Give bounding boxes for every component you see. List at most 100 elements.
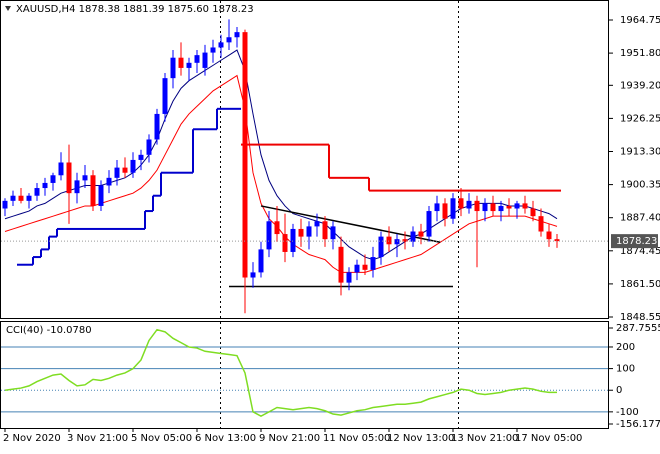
x-tick-label: 5 Nov 05:00 <box>131 433 192 444</box>
candle-body <box>482 203 488 212</box>
x-tick-label: 2 Nov 2020 <box>3 433 61 444</box>
y-tick-label: 1848.55 <box>620 312 660 323</box>
candle-body <box>370 257 376 270</box>
candle-body <box>514 203 520 209</box>
candle-body <box>250 272 256 278</box>
candle-body <box>82 175 88 181</box>
candle-body <box>530 208 536 217</box>
candle-body <box>114 167 120 178</box>
y-tick-label: 1913.30 <box>620 147 660 158</box>
candle-body <box>346 272 352 283</box>
candle-body <box>282 234 288 252</box>
candle-body <box>354 264 360 273</box>
candle-body <box>258 249 264 273</box>
candle-body <box>306 226 312 237</box>
y-tick-label: 100 <box>616 364 635 375</box>
candle-body <box>466 200 472 209</box>
y-tick-label: 1964.75 <box>620 15 660 26</box>
y-tick-label: 1900.35 <box>620 180 660 191</box>
candle-body <box>50 175 56 183</box>
candle-body <box>202 52 208 68</box>
candle-body <box>234 32 240 38</box>
cci-line <box>4 328 558 418</box>
candle-body <box>154 113 160 140</box>
candle-body <box>402 239 408 242</box>
x-tick-label: 12 Nov 13:00 <box>387 433 454 444</box>
cci-title: CCI(40) -10.0780 <box>6 325 92 336</box>
candle-body <box>506 205 512 209</box>
menu-arrow[interactable] <box>5 6 11 11</box>
y-tick-label: 1861.50 <box>620 279 660 290</box>
candle-body <box>58 162 64 176</box>
candle-body <box>314 221 320 227</box>
candle-body <box>426 211 432 237</box>
y-tick-label: 200 <box>616 342 635 353</box>
candle-body <box>106 177 112 186</box>
candle-body <box>338 246 344 283</box>
candle-body <box>2 200 8 209</box>
candle-body <box>26 195 32 201</box>
candle-body <box>498 205 504 212</box>
candle-body <box>90 175 96 206</box>
x-tick-label: 17 Nov 05:00 <box>515 433 582 444</box>
y-tick-label: -156.1775 <box>616 419 660 430</box>
candle-body <box>194 55 200 63</box>
y-tick-label: 1951.80 <box>620 48 660 59</box>
candle-body <box>66 162 72 194</box>
candle-body <box>122 167 128 173</box>
candle-body <box>138 154 144 160</box>
y-tick-label: 1874.45 <box>620 246 660 257</box>
candle-body <box>274 221 280 235</box>
candle-body <box>322 221 328 240</box>
x-tick-label: 6 Nov 13:00 <box>195 433 256 444</box>
cci-panel <box>0 321 609 429</box>
y-tick-label: 0 <box>616 385 622 396</box>
y-tick-label: 1926.25 <box>620 113 660 124</box>
last-price-box <box>611 234 658 249</box>
candle-body <box>474 200 480 212</box>
candle-body <box>298 228 304 237</box>
candle-body <box>130 159 136 173</box>
x-tick-label: 3 Nov 21:00 <box>67 433 128 444</box>
candle-body <box>522 203 528 209</box>
candle-body <box>330 226 336 240</box>
y-tick-label: 287.7555 <box>616 323 660 334</box>
candle-body <box>218 42 224 48</box>
candle-body <box>178 57 184 68</box>
candle-body <box>266 221 272 250</box>
candle-body <box>538 216 544 232</box>
candle-body <box>146 139 152 155</box>
candle-body <box>42 182 48 189</box>
y-tick-label: -100 <box>616 407 639 418</box>
candle-body <box>546 231 552 240</box>
x-tick-label: 9 Nov 21:00 <box>259 433 320 444</box>
candle-body <box>226 37 232 43</box>
candle-body <box>490 203 496 212</box>
candle-body <box>394 239 400 245</box>
moving-average <box>4 74 558 273</box>
candle-body <box>98 185 104 206</box>
y-tick-label: 1939.20 <box>620 80 660 91</box>
candle-body <box>210 47 216 53</box>
moving-average <box>4 49 558 261</box>
trendline <box>260 205 441 243</box>
candle-body <box>74 180 80 194</box>
candle-body <box>442 203 448 219</box>
candle-body <box>242 32 248 278</box>
candle-body <box>554 239 560 242</box>
candle-body <box>10 195 16 201</box>
candle-body <box>362 264 368 270</box>
candle-body <box>186 62 192 68</box>
candle-body <box>410 231 416 242</box>
y-tick-label: 1887.40 <box>620 213 660 224</box>
candle-body <box>162 78 168 114</box>
x-tick-label: 11 Nov 05:00 <box>323 433 390 444</box>
candle-body <box>386 236 392 245</box>
candle-body <box>450 198 456 219</box>
candle-body <box>434 203 440 212</box>
x-tick-label: 13 Nov 21:00 <box>451 433 518 444</box>
candle-body <box>378 236 384 258</box>
price-panel <box>0 0 609 319</box>
